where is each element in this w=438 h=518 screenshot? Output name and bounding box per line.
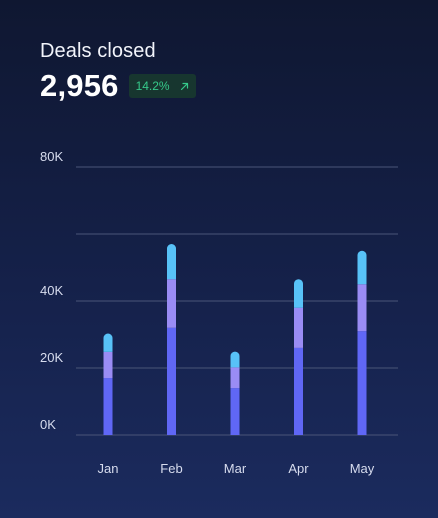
bar-segment-may-2 [357, 284, 367, 332]
x-tick-label: Feb [160, 461, 182, 476]
bar-segment-apr-1 [294, 347, 303, 435]
change-badge: 14.2% [128, 74, 196, 98]
bar-segment-mar-2 [230, 367, 240, 389]
bar-segment-mar-3 [230, 351, 240, 368]
bar-segment-apr-2 [294, 307, 303, 348]
bar-segment-feb-1 [167, 327, 176, 435]
y-tick-label: 80K [40, 149, 63, 164]
bar-segment-jan-1 [103, 378, 113, 435]
x-tick-label: Apr [288, 461, 309, 476]
y-tick-label: 40K [40, 283, 63, 298]
x-tick-label: Jan [98, 461, 119, 476]
bar-segment-feb-2 [167, 279, 176, 328]
bar-segment-mar-1 [230, 388, 240, 435]
bar-segment-feb-3 [167, 244, 176, 280]
bar-segment-jan-2 [103, 351, 113, 379]
x-tick-label: Mar [224, 461, 247, 476]
headline-row: 2,956 14.2% [40, 68, 196, 104]
bar-segment-jan-3 [103, 333, 113, 352]
deals-total-value: 2,956 [40, 68, 119, 103]
change-percent: 14.2% [135, 79, 170, 93]
bar-segment-apr-3 [294, 279, 303, 308]
arrow-up-right-icon [180, 82, 189, 91]
x-tick-label: May [350, 461, 375, 476]
y-tick-label: 20K [40, 350, 63, 365]
bar-segment-may-1 [357, 331, 367, 435]
bar-segment-may-3 [357, 250, 367, 285]
card-title: Deals closed [40, 40, 156, 62]
y-tick-label: 0K [40, 417, 56, 432]
